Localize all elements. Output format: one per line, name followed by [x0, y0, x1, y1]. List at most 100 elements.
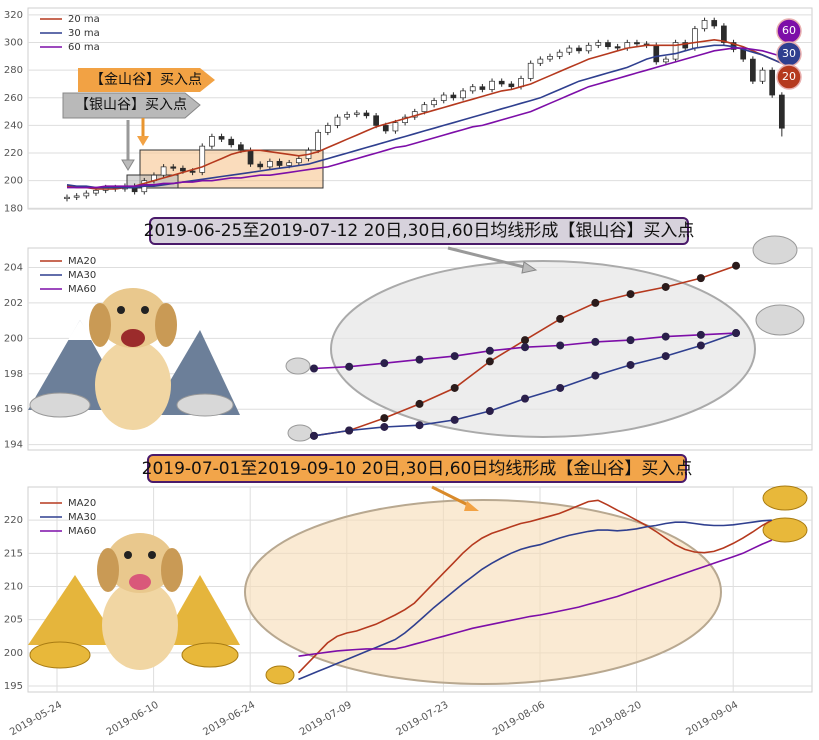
y-tick-label: 280	[4, 65, 23, 76]
y-tick-label: 198	[4, 369, 23, 380]
candle-body	[431, 100, 437, 106]
x-tick-label: 2019-09-04	[684, 700, 740, 739]
y-tick-label: 196	[4, 404, 23, 415]
ma-line	[66, 38, 783, 190]
ma-point	[591, 371, 600, 380]
ma-line	[297, 499, 773, 674]
candle-body	[73, 195, 80, 198]
pointer	[447, 246, 529, 270]
ma-point	[450, 415, 459, 424]
candle-body	[450, 94, 457, 99]
title-box	[149, 217, 689, 245]
candle-body	[566, 47, 573, 53]
ma-point	[380, 414, 389, 423]
candle-body	[64, 196, 70, 199]
ingot	[29, 392, 91, 418]
legend-label: MA30	[68, 512, 96, 523]
candle-body	[605, 42, 611, 48]
ma-line	[298, 519, 772, 681]
pyramid	[160, 575, 240, 645]
golden-ellipse	[244, 499, 722, 685]
candle-body	[576, 47, 582, 52]
ma-point	[521, 343, 530, 352]
snow	[68, 320, 92, 340]
candle-body	[585, 44, 592, 52]
dog-mouth	[121, 329, 145, 347]
candle-body	[392, 122, 399, 132]
dog-head	[98, 288, 168, 348]
ma-point	[310, 364, 318, 373]
candle-body	[199, 145, 206, 173]
y-tick-label: 240	[4, 120, 23, 131]
y-tick-label: 220	[4, 148, 23, 159]
dog-eye	[148, 551, 156, 559]
ma-point	[415, 355, 424, 364]
candle-body	[373, 115, 379, 126]
golden-arrow	[78, 68, 215, 92]
legend-label: MA60	[68, 284, 96, 295]
silver-ellipse	[330, 260, 756, 438]
ma-line	[298, 539, 773, 657]
candle-body	[769, 69, 776, 96]
candle-body	[556, 51, 563, 57]
pointer-head	[521, 261, 538, 274]
candle-body	[711, 20, 718, 27]
x-tick-label: 2019-08-06	[491, 700, 547, 739]
ma-point	[556, 383, 565, 392]
candle-body	[460, 90, 466, 99]
legend-label: 60 ma	[68, 42, 100, 53]
silver-pointer-head	[121, 159, 135, 171]
title-box	[147, 454, 687, 483]
candle-body	[344, 114, 350, 118]
dog-head	[106, 533, 174, 593]
candle-body	[276, 160, 283, 166]
dog-eye	[141, 306, 149, 314]
annotation: 【金山谷】买入点	[90, 72, 202, 88]
x-tick-label: 2019-06-10	[105, 700, 161, 739]
dog-body	[102, 580, 178, 670]
ingot	[29, 641, 91, 669]
ma-point	[450, 383, 459, 392]
candle-body	[750, 58, 756, 82]
candle-body	[83, 192, 90, 197]
candle-body	[363, 112, 370, 117]
ingot	[287, 424, 313, 442]
candle-body	[508, 83, 515, 88]
ma-point	[732, 329, 741, 338]
ingot	[265, 665, 295, 685]
candle-body	[672, 42, 679, 60]
candle-body	[160, 166, 167, 176]
y-tick-label: 180	[4, 203, 23, 214]
ma-point	[556, 341, 565, 350]
candle-body	[537, 58, 544, 64]
y-tick-label: 200	[4, 176, 23, 187]
candle-body	[498, 80, 505, 85]
y-tick-label: 210	[4, 582, 23, 593]
ma-point	[626, 290, 635, 299]
candle-body	[180, 167, 186, 172]
dog-ear	[89, 303, 111, 347]
ma-point	[345, 362, 354, 371]
pointer	[431, 485, 471, 508]
x-tick-label: 2019-07-09	[298, 700, 354, 739]
candle-body	[614, 46, 621, 49]
candle-body	[440, 94, 447, 101]
decoration	[28, 68, 808, 685]
candle-body	[692, 28, 698, 49]
ma-point	[661, 352, 670, 361]
candle-body	[238, 144, 244, 151]
candle-body	[267, 160, 273, 168]
dog-ear	[97, 548, 119, 592]
y-tick-label: 300	[4, 38, 23, 49]
dog-body	[95, 340, 171, 430]
candle-body	[721, 25, 727, 43]
y-tick-label: 200	[4, 648, 23, 659]
y-tick-label: 194	[4, 440, 23, 451]
candle-body	[421, 104, 428, 112]
ma-point	[696, 341, 705, 350]
legend-label: 30 ma	[68, 28, 100, 39]
candle-body	[547, 56, 553, 60]
badge-label: 30	[782, 47, 796, 60]
candle-body	[209, 136, 215, 147]
candle-body	[653, 44, 660, 63]
